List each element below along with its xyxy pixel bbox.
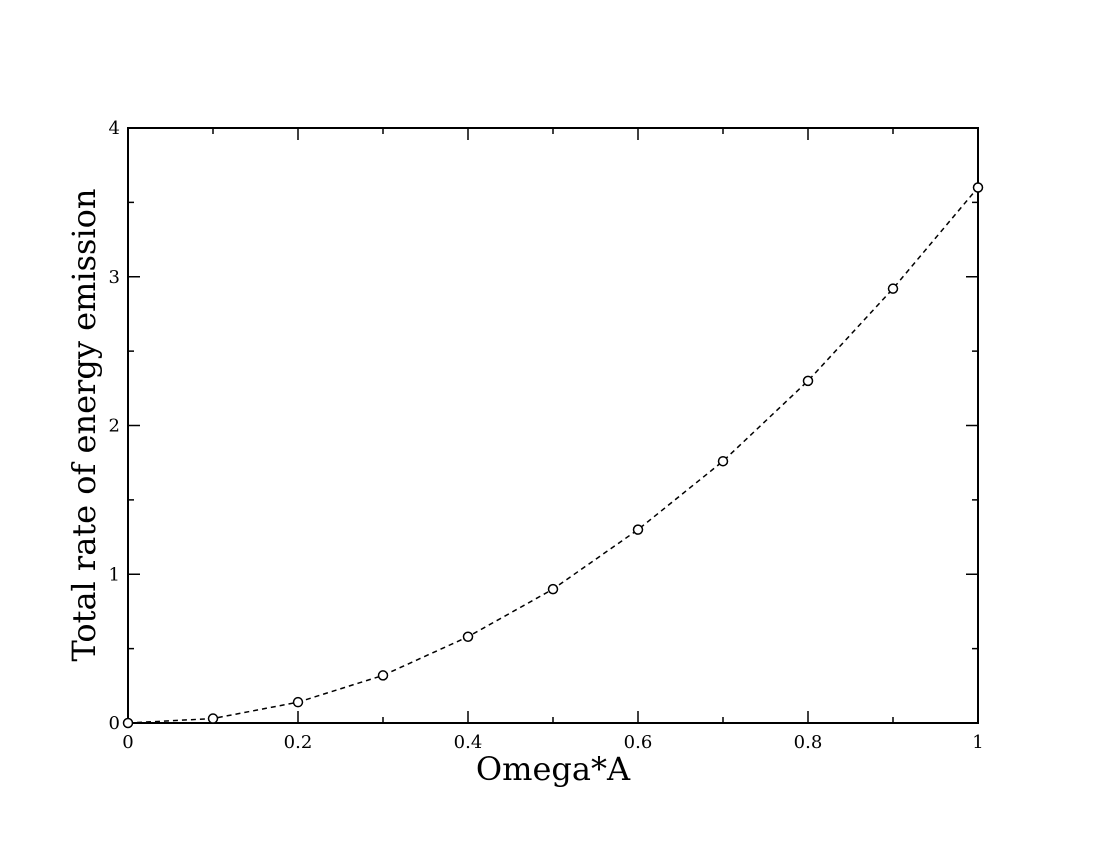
x-tick-label: 1	[972, 732, 983, 753]
plot-frame	[127, 127, 979, 724]
data-point	[802, 375, 814, 387]
y-axis-title: Total rate of energy emission	[65, 188, 103, 661]
y-tick-label: 1	[109, 564, 120, 585]
series-line	[127, 187, 979, 724]
y-tick-label: 0	[109, 713, 120, 734]
x-axis-title: Omega*A	[476, 750, 631, 788]
x-tick-label: 0	[122, 732, 133, 753]
x-tick-label: 0.6	[624, 732, 653, 753]
data-point	[377, 670, 389, 681]
x-tick-label: 0.2	[284, 732, 313, 753]
y-tick-label: 2	[109, 416, 120, 437]
data-point	[972, 182, 984, 193]
y-tick-label: 4	[109, 118, 120, 139]
data-point	[462, 631, 474, 642]
data-point	[717, 455, 729, 467]
data-point	[122, 717, 134, 729]
data-point	[292, 696, 304, 708]
x-tick-label: 0.4	[454, 732, 483, 753]
x-tick-label: 0.8	[794, 732, 823, 753]
labels-layer: 0 0.2 0.4 0.6 0.8 1 0 1 2 3 4	[109, 118, 984, 753]
data-point	[547, 583, 559, 595]
series-layer	[122, 182, 984, 729]
data-point	[207, 713, 219, 724]
ticks-layer	[127, 127, 979, 724]
data-point	[887, 283, 899, 294]
data-point	[632, 524, 644, 535]
y-tick-label: 3	[109, 267, 120, 288]
